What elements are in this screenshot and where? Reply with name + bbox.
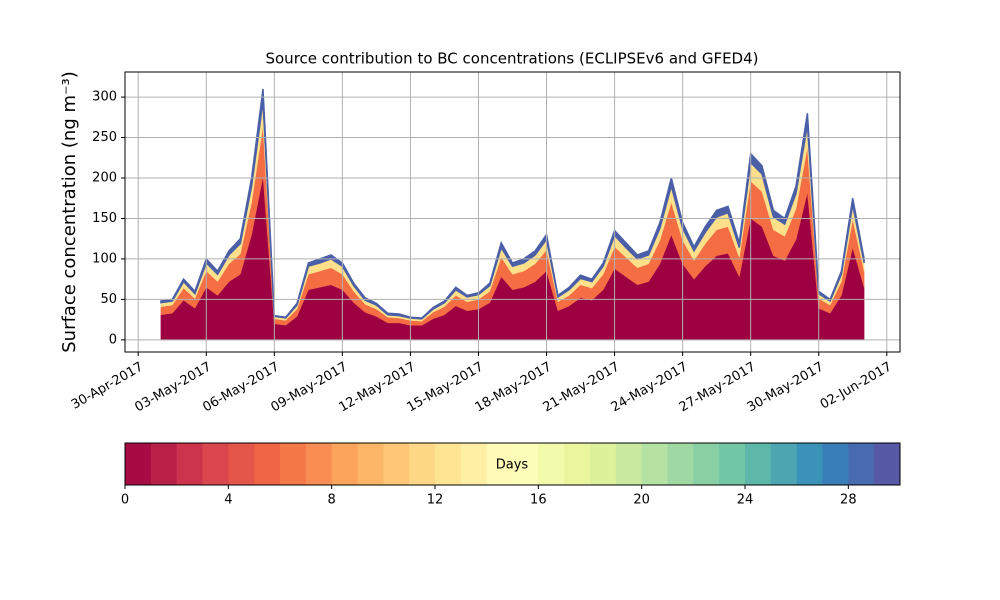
colorbar-bin [641,443,668,485]
colorbar-bin [770,443,798,485]
colorbar-bin [460,443,488,485]
colorbar-bin [409,443,436,485]
colorbar-bin [331,443,358,485]
colorbar-label: Days [496,458,529,473]
chart-title: Source contribution to BC concentrations… [265,50,758,68]
colorbar-bin [254,443,281,485]
colorbar-bin [538,443,565,485]
colorbar-bin [512,443,539,485]
colorbar-bin [693,443,720,485]
colorbar-tick-label: 12 [427,493,444,508]
colorbar-bin [435,443,462,485]
colorbar-frame [124,442,901,486]
colorbar-bin [667,443,694,485]
colorbar-bin [305,443,333,485]
plot-frame [124,71,901,353]
colorbar-bin [745,443,772,485]
stacked-area [160,88,865,320]
colorbar-bin [874,443,901,485]
colorbar-bin [228,443,255,485]
colorbar-tick-label: 20 [633,493,650,508]
colorbar-tick-label: 0 [121,493,129,508]
colorbar-bin [486,443,513,485]
y-tick-label: 0 [109,332,117,347]
colorbar-bin [357,443,384,485]
colorbar-tick-label: 24 [737,493,754,508]
colorbar-bin [719,443,746,485]
y-tick-label: 150 [92,211,117,226]
y-tick-label: 100 [92,251,117,266]
colorbar-bin [383,443,410,485]
colorbar-tick-label: 28 [840,493,857,508]
colorbar-bin [822,443,849,485]
y-tick-label: 200 [92,171,117,186]
colorbar-bin [150,443,178,485]
colorbar-bin [796,443,823,485]
colorbar-tick-label: 16 [530,493,547,508]
colorbar-tick-label: 4 [224,493,232,508]
y-tick-label: 300 [92,90,117,105]
y-tick-label: 50 [100,292,117,307]
colorbar-bin [564,443,591,485]
colorbar-bin [615,443,643,485]
y-axis-label: Surface concentration (ng m⁻³) [59,71,80,353]
colorbar-bin [280,443,307,485]
colorbar-bin [202,443,229,485]
colorbar-bin [125,443,152,485]
y-tick-label: 250 [92,130,117,145]
colorbar-bin [590,443,617,485]
colorbar-bin [848,443,875,485]
colorbar-bin [176,443,203,485]
colorbar-tick-label: 8 [328,493,336,508]
